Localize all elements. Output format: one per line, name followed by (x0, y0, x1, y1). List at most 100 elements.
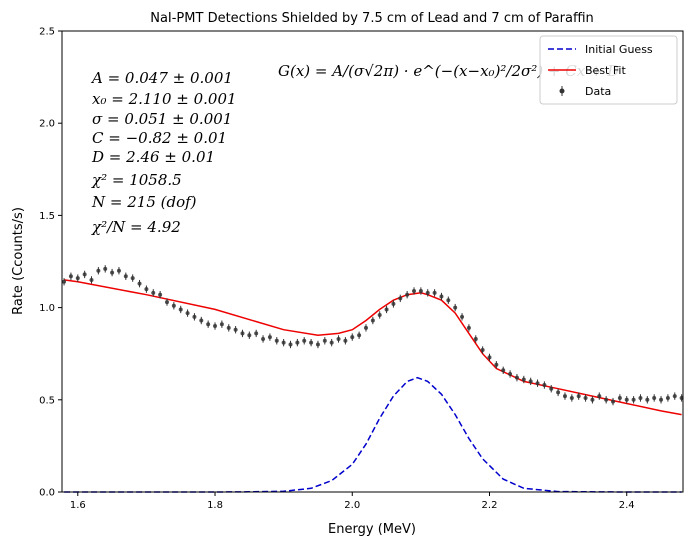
fit-annotation: D = 2.46 ± 0.01 (91, 148, 215, 166)
fit-annotation: χ² = 1058.5 (91, 171, 182, 189)
data-point (309, 340, 314, 345)
data-point (432, 290, 437, 295)
data-point (144, 287, 149, 292)
data-point (158, 292, 163, 297)
data-point (384, 307, 389, 312)
data-point (363, 325, 368, 330)
data-point (391, 301, 396, 306)
data-point (508, 371, 513, 376)
legend: Initial Guess Best Fit Data (539, 35, 678, 105)
data-point (514, 375, 519, 380)
fit-annotation: N = 215 (dof) (91, 193, 197, 211)
data-point (377, 312, 382, 317)
data-point (267, 335, 272, 340)
data-point (569, 395, 574, 400)
data-point (103, 266, 108, 271)
data-point (110, 270, 115, 275)
data-point (590, 397, 595, 402)
data-point (171, 303, 176, 308)
legend-swatch-data (559, 86, 565, 96)
data-point (343, 338, 348, 343)
data-point (219, 322, 224, 327)
data-point (672, 394, 677, 399)
data-point (583, 395, 588, 400)
data-point (535, 381, 540, 386)
legend-label-best-fit: Best Fit (585, 64, 626, 77)
data-point (185, 311, 190, 316)
data-point (604, 397, 609, 402)
data-point (288, 342, 293, 347)
data-point (315, 342, 320, 347)
y-tick-label: 1.5 (39, 211, 55, 222)
data-point (82, 272, 87, 277)
x-tick-label: 2.0 (344, 500, 360, 511)
data-point (199, 318, 204, 323)
data-point (611, 399, 616, 404)
y-axis: 0.0 0.5 1.0 1.5 2.0 2.5 (39, 27, 62, 499)
x-axis-label: Energy (MeV) (328, 522, 416, 537)
data-point (68, 274, 73, 279)
data-point (350, 335, 355, 340)
data-point (460, 314, 465, 319)
data-point (329, 340, 334, 345)
data-point (617, 395, 622, 400)
data-point (96, 268, 101, 273)
data-point (645, 397, 650, 402)
x-tick-label: 2.2 (482, 500, 498, 511)
fit-annotation: A = 0.047 ± 0.001 (90, 69, 233, 87)
data-point (405, 292, 410, 297)
data-point (151, 290, 156, 295)
fit-annotation: χ²/N = 4.92 (91, 218, 181, 236)
x-axis: 1.6 1.8 2.0 2.2 2.4 (70, 492, 635, 511)
legend-box (539, 35, 678, 105)
plot-area (61, 30, 684, 493)
data-point (631, 397, 636, 402)
data-point (659, 397, 664, 402)
fit-annotation: x₀ = 2.110 ± 0.001 (92, 90, 237, 108)
data-point (473, 336, 478, 341)
data-point (192, 314, 197, 319)
data-point (302, 338, 307, 343)
data-point (206, 322, 211, 327)
data-point (336, 336, 341, 341)
legend-label-initial-guess: Initial Guess (585, 43, 653, 56)
series-data (62, 265, 684, 406)
data-point (295, 340, 300, 345)
data-point (116, 268, 121, 273)
data-point (281, 340, 286, 345)
data-point (274, 338, 279, 343)
data-point (439, 294, 444, 299)
data-point (453, 305, 458, 310)
formula-text: G(x) = A/(σ√2π) · e^(−(x−x₀)²/2σ²) + Cx … (278, 62, 619, 80)
data-point (254, 331, 259, 336)
data-point (62, 279, 67, 284)
data-point (576, 394, 581, 399)
y-tick-label: 1.0 (39, 303, 55, 314)
data-point (240, 331, 245, 336)
data-point (357, 333, 362, 338)
y-tick-label: 2.0 (39, 119, 55, 130)
data-point (75, 276, 80, 281)
data-point (130, 276, 135, 281)
data-point (521, 377, 526, 382)
series-layer (62, 265, 684, 493)
y-axis-label: Rate (Ccounts/s) (11, 207, 26, 315)
data-point (398, 296, 403, 301)
data-point (652, 395, 657, 400)
data-point (247, 333, 252, 338)
chart-title: NaI-PMT Detections Shielded by 7.5 cm of… (150, 11, 594, 26)
fit-annotation: σ = 0.051 ± 0.001 (92, 110, 232, 128)
data-point (638, 395, 643, 400)
y-tick-label: 0.5 (39, 395, 55, 406)
data-point (89, 277, 94, 282)
y-tick-label: 0.0 (39, 488, 55, 499)
x-tick-label: 1.8 (207, 500, 223, 511)
data-point (487, 355, 492, 360)
plot-frame (61, 30, 684, 493)
data-point (370, 318, 375, 323)
data-point (549, 386, 554, 391)
data-point (562, 394, 567, 399)
data-point (322, 338, 327, 343)
x-tick-label: 1.6 (70, 500, 86, 511)
data-point (665, 395, 670, 400)
